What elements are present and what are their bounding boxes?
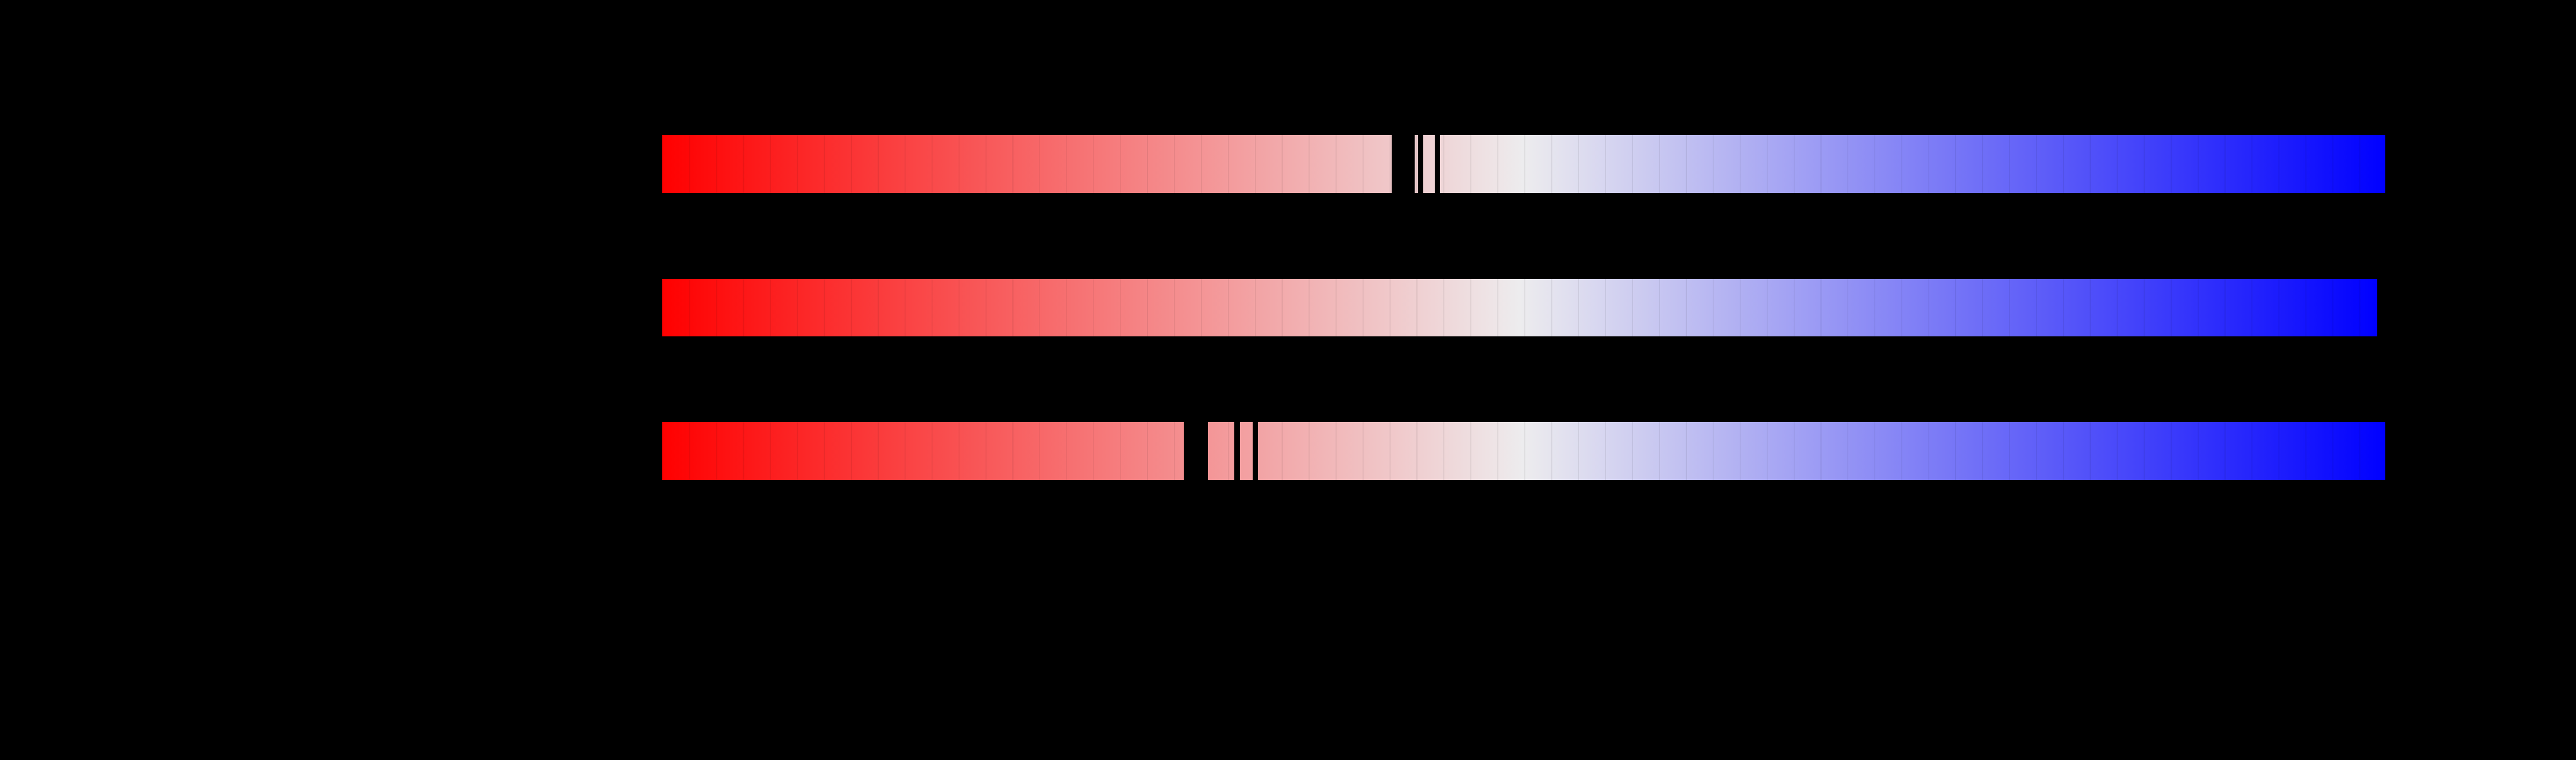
tick-mark: [1418, 134, 1423, 193]
gradient-strip-3: [662, 421, 2385, 480]
tick-mark: [1392, 134, 1415, 193]
tick-mark: [1435, 134, 1440, 193]
tick-mark: [1234, 421, 1240, 480]
color-segment-seams: [662, 422, 2385, 480]
tick-mark: [1253, 421, 1258, 480]
color-segment-seams: [662, 135, 2385, 193]
color-segment-seams: [662, 279, 2377, 336]
gradient-strip-2: [662, 279, 2377, 336]
gradient-strip-1: [662, 134, 2385, 193]
tick-mark: [1184, 421, 1208, 480]
